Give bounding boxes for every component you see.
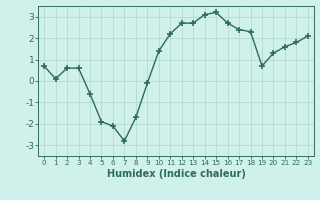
X-axis label: Humidex (Indice chaleur): Humidex (Indice chaleur) [107, 169, 245, 179]
